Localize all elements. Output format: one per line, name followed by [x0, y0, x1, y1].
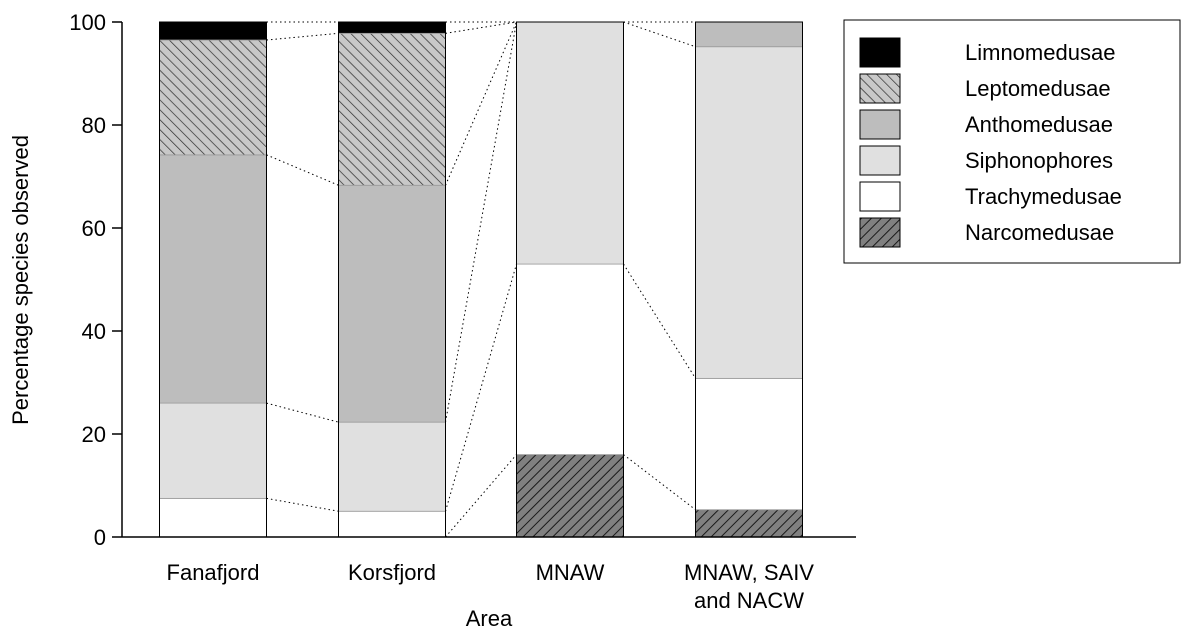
legend-swatch-narcomedusae [859, 217, 901, 248]
bar-mnaw-saiv-and-nacw-trachymedusae [695, 377, 803, 511]
connector-line [445, 21, 517, 186]
y-tick-label: 80 [82, 113, 106, 138]
connector-line [445, 21, 517, 34]
x-axis-title: Area [466, 606, 513, 631]
bar-mnaw-saiv-and-nacw-siphonophores [695, 46, 803, 379]
bar-fanafjord-leptomedusae [159, 39, 267, 156]
legend-swatch-anthomedusae [859, 109, 901, 140]
y-tick-label: 0 [94, 525, 106, 550]
legend-label-leptomedusae: Leptomedusae [965, 76, 1111, 101]
bar-fanafjord-anthomedusae [159, 154, 267, 404]
connector-line [623, 454, 696, 511]
x-tick-label: MNAW, SAIV [684, 560, 814, 585]
legend-label-trachymedusae: Trachymedusae [965, 184, 1122, 209]
y-axis-title: Percentage species observed [8, 135, 33, 425]
connector-line [266, 497, 339, 512]
connector-line [445, 21, 517, 423]
connector-line [623, 263, 696, 379]
x-tick-label: MNAW [536, 560, 605, 585]
connector-line [445, 454, 517, 538]
axes: 0 20 40 60 80 100 Fanafjord Korsfjord MNAW MNAW,… [69, 10, 856, 613]
bar-korsfjord-limnomedusae [338, 21, 446, 34]
bar-korsfjord-leptomedusae [338, 32, 446, 186]
bar-korsfjord-anthomedusae [338, 184, 446, 423]
bar-mnaw-trachymedusae [516, 263, 624, 455]
x-tick-labels: Fanafjord Korsfjord MNAW MNAW, SAIV and NACW [167, 560, 815, 613]
bar-mnaw-saiv-and-nacw-narcomedusae [695, 509, 803, 538]
bar-korsfjord-trachymedusae [338, 510, 446, 538]
bar-mnaw-saiv-and-nacw-anthomedusae [695, 21, 803, 48]
connector-line [266, 154, 339, 186]
y-tick-label: 60 [82, 216, 106, 241]
bar-fanafjord-limnomedusae [159, 21, 267, 41]
legend-label-siphonophores: Siphonophores [965, 148, 1113, 173]
legend-label-narcomedusae: Narcomedusae [965, 220, 1114, 245]
connector-line [445, 263, 517, 512]
connector-line [266, 32, 339, 41]
bar-mnaw-narcomedusae [516, 454, 624, 538]
x-tick-label: and NACW [694, 588, 804, 613]
y-tick-label: 40 [82, 319, 106, 344]
legend-swatch-siphonophores [859, 145, 901, 176]
y-tick-label: 20 [82, 422, 106, 447]
legend-swatch-limnomedusae [859, 37, 901, 68]
bar-fanafjord-trachymedusae [159, 497, 267, 538]
y-ticks: 0 20 40 60 80 100 [69, 10, 122, 550]
legend: Limnomedusae Leptomedusae Anthomedusae Siph… [843, 19, 1181, 264]
y-tick-label: 100 [69, 10, 106, 35]
bar-korsfjord-siphonophores [338, 421, 446, 512]
x-tick-label: Fanafjord [167, 560, 260, 585]
x-tick-label: Korsfjord [348, 560, 436, 585]
connector-line [623, 21, 696, 48]
bar-fanafjord-siphonophores [159, 402, 267, 499]
legend-label-anthomedusae: Anthomedusae [965, 112, 1113, 137]
legend-swatch-leptomedusae [859, 73, 901, 104]
connector-line [266, 402, 339, 423]
bar-mnaw-siphonophores [516, 21, 624, 265]
bars [159, 21, 803, 538]
legend-label-limnomedusae: Limnomedusae [965, 40, 1115, 65]
legend-swatch-trachymedusae [859, 181, 901, 212]
connector-lines [266, 21, 696, 538]
